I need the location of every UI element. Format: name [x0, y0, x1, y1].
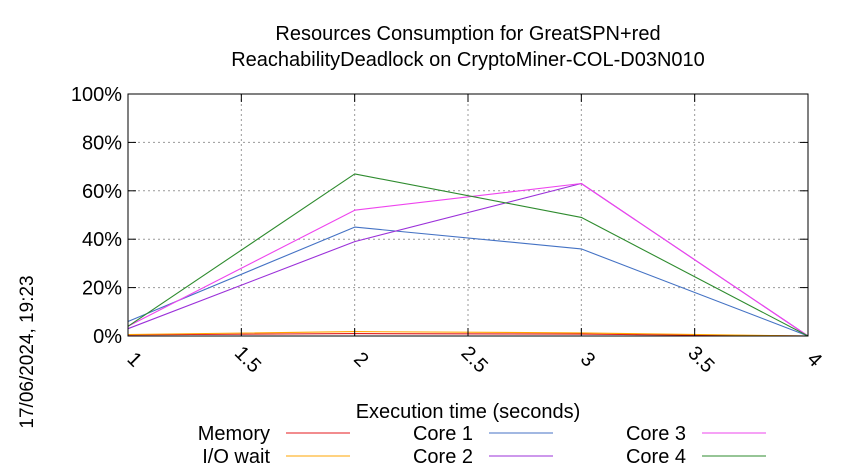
legend-label-i-o-wait: I/O wait — [202, 446, 270, 468]
y-tick-label: 60% — [82, 181, 122, 203]
chart-title-line-2: ReachabilityDeadlock on CryptoMiner-COL-… — [231, 49, 705, 71]
x-tick-label: 1 — [123, 348, 146, 371]
grid — [128, 94, 808, 336]
series-line-core-1 — [127, 226, 809, 337]
legend-label-memory: Memory — [198, 423, 270, 445]
series-line-core-3 — [127, 182, 809, 337]
x-tick-label: 2.5 — [457, 342, 492, 377]
y-tick-label: 80% — [82, 132, 122, 154]
y-tick-label: 0% — [93, 326, 122, 348]
chart-title-line-1: Resources Consumption for GreatSPN+red — [275, 23, 660, 45]
legend-label-core-2: Core 2 — [413, 446, 473, 468]
series-line-core-4 — [127, 173, 809, 337]
y-axis-ticks: 0% 20% 40% 60% 80% 100% — [71, 84, 808, 348]
legend-label-core-3: Core 3 — [626, 423, 686, 445]
x-tick-label: 1.5 — [230, 342, 265, 377]
x-tick-label: 4 — [803, 348, 826, 371]
y-tick-label: 20% — [82, 278, 122, 300]
y-tick-label: 40% — [82, 229, 122, 251]
legend-label-core-4: Core 4 — [626, 446, 686, 468]
x-tick-label: 3.5 — [683, 342, 718, 377]
x-axis-label: Execution time (seconds) — [356, 401, 581, 423]
legend-label-core-1: Core 1 — [413, 423, 473, 445]
x-tick-label: 2 — [349, 348, 372, 371]
x-tick-label: 3 — [576, 348, 599, 371]
y-tick-label: 100% — [71, 84, 122, 106]
timestamp-label: 17/06/2024, 19:23 — [17, 275, 38, 428]
